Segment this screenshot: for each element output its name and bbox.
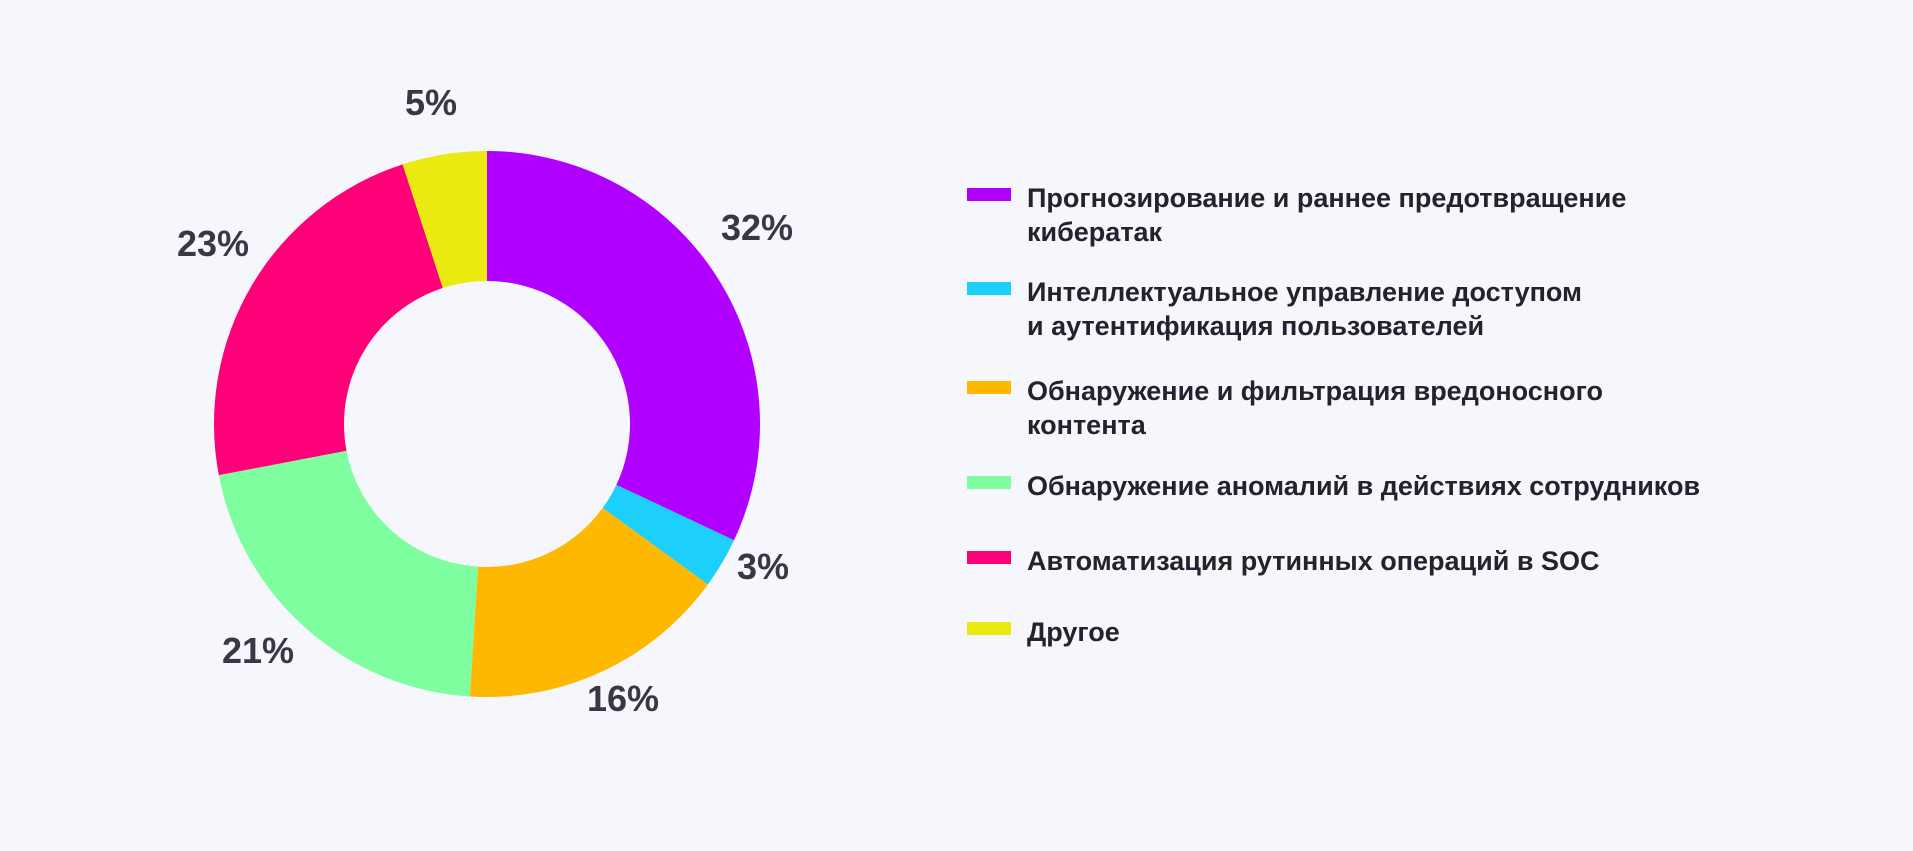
legend-item-2: Интеллектуальное управление доступом и ау… — [967, 277, 1582, 341]
legend-swatch — [967, 381, 1011, 394]
legend: Прогнозирование и раннее предотвращение к… — [967, 183, 1700, 647]
legend-label-line: Обнаружение и фильтрация вредоносного — [1027, 376, 1603, 406]
legend-swatch — [967, 476, 1011, 489]
slice-value-label-3: 16% — [587, 678, 659, 719]
legend-item-1: Прогнозирование и раннее предотвращение к… — [967, 183, 1626, 247]
legend-label-line: и аутентификация пользователей — [1027, 311, 1484, 341]
legend-label-line: Другое — [1027, 617, 1120, 647]
donut-slices — [214, 151, 760, 698]
legend-label-line: Интеллектуальное управление доступом — [1027, 277, 1582, 307]
slice-value-label-2: 3% — [737, 546, 789, 587]
legend-swatch — [967, 622, 1011, 635]
legend-swatch — [967, 282, 1011, 295]
legend-item-5: Автоматизация рутинных операций в SOC — [967, 546, 1599, 576]
donut-slice-5 — [214, 164, 443, 476]
slice-value-label-6: 5% — [405, 82, 457, 123]
legend-label-line: кибератак — [1027, 217, 1163, 247]
donut-slice-4 — [218, 450, 479, 697]
donut-slice-1 — [487, 151, 760, 541]
legend-swatch — [967, 551, 1011, 564]
donut-slice-2 — [602, 484, 735, 585]
legend-label-line: Обнаружение аномалий в действиях сотрудн… — [1027, 471, 1700, 501]
legend-label-line: контента — [1027, 410, 1147, 440]
slice-value-label-5: 23% — [177, 223, 249, 264]
donut-value-labels: 32% 3% 16% 21% 23% 5% — [177, 82, 793, 719]
slice-value-label-4: 21% — [222, 630, 294, 671]
donut-slice-3 — [469, 508, 708, 698]
legend-swatch — [967, 188, 1011, 201]
legend-label-line: Прогнозирование и раннее предотвращение — [1027, 183, 1626, 213]
legend-item-4: Обнаружение аномалий в действиях сотрудн… — [967, 471, 1700, 501]
legend-item-3: Обнаружение и фильтрация вредоносного кон… — [967, 376, 1603, 440]
slice-value-label-1: 32% — [721, 207, 793, 248]
legend-item-6: Другое — [967, 617, 1120, 647]
legend-label-line: Автоматизация рутинных операций в SOC — [1027, 546, 1599, 576]
donut-slice-6 — [402, 151, 487, 288]
